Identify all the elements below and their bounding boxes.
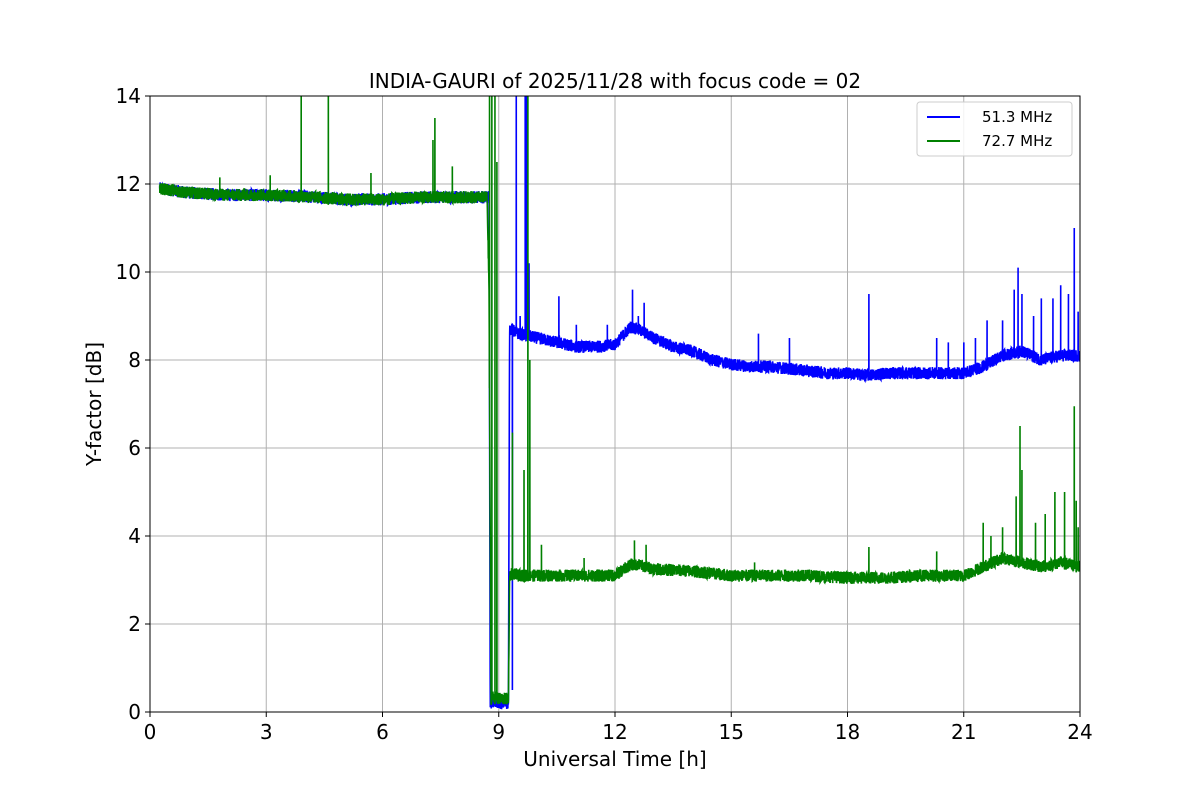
y-tick-label: 2 [128,612,141,636]
x-tick-label: 0 [144,720,157,744]
x-tick-label: 6 [376,720,389,744]
legend-label-72mhz: 72.7 MHz [982,132,1052,150]
legend-box [916,101,1073,157]
y-tick-label: 10 [116,260,141,284]
y-tick-label: 6 [128,436,141,460]
x-tick-label: 21 [951,720,976,744]
y-axis-ticks: 0 2 4 6 8 10 12 14 [116,84,150,724]
x-tick-label: 24 [1067,720,1092,744]
y-tick-label: 14 [116,84,141,108]
y-axis-label: Y-factor [dB] [82,342,106,467]
y-tick-label: 8 [128,348,141,372]
x-tick-label: 9 [492,720,505,744]
series-layer [158,96,1080,710]
x-tick-label: 18 [835,720,860,744]
y-tick-label: 0 [128,700,141,724]
x-tick-label: 15 [719,720,744,744]
y-tick-label: 4 [128,524,141,548]
grid-lines [149,95,1081,713]
x-axis-ticks: 0 3 6 9 12 15 18 21 24 [144,712,1093,744]
x-tick-label: 3 [260,720,273,744]
series-line-1 [158,96,1080,705]
x-axis-label: Universal Time [h] [523,747,706,771]
y-tick-label: 12 [116,172,141,196]
x-tick-label: 12 [602,720,627,744]
legend: 51.3 MHz 72.7 MHz [916,101,1073,157]
legend-label-51mhz: 51.3 MHz [982,108,1052,126]
series-line-0 [158,96,1080,710]
chart-title: INDIA-GAURI of 2025/11/28 with focus cod… [369,69,861,93]
